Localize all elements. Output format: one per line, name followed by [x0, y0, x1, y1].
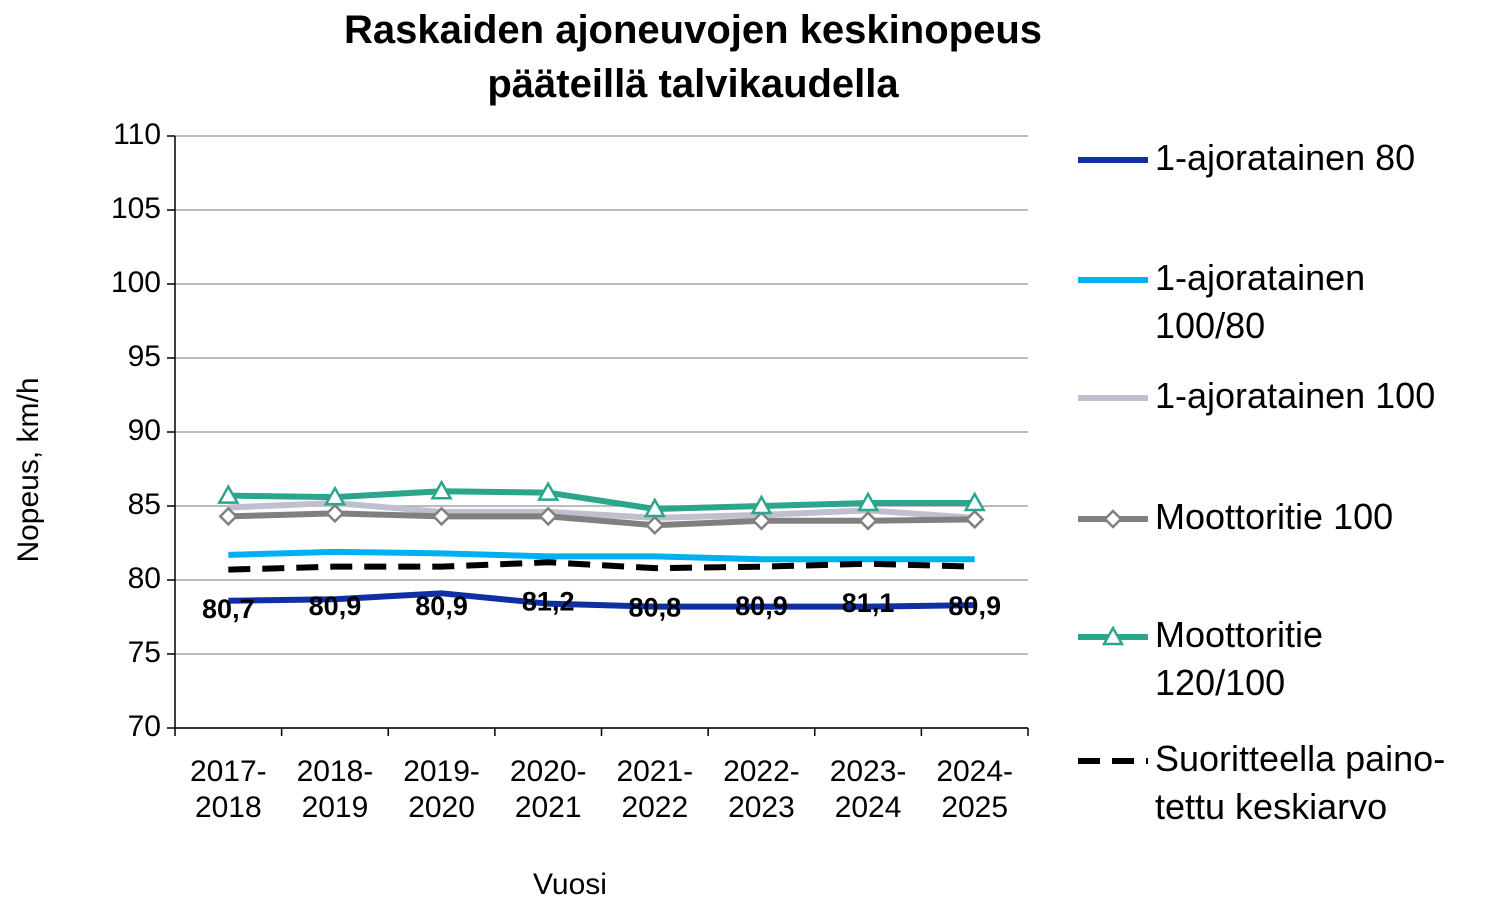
point-marker — [858, 511, 878, 531]
x-tick-label: 2022-2023 — [723, 755, 800, 824]
x-tick-label: 2017-2018 — [190, 755, 267, 824]
chart-title: Raskaiden ajoneuvojen keskinopeus pääteil… — [344, 8, 1042, 106]
y-tick-label: 90 — [128, 414, 161, 447]
legend-marker — [1101, 625, 1125, 646]
legend-label: Suoritteella paino-tettu keskiarvo — [1155, 738, 1445, 827]
x-tick-label: 2020-2021 — [510, 755, 587, 824]
point-marker — [431, 506, 452, 527]
point-marker — [325, 503, 345, 524]
point-marker — [645, 515, 665, 536]
legend-label: Moottoritie 100 — [1155, 496, 1393, 537]
y-tick-label: 95 — [128, 340, 161, 373]
legend-label: 1-ajoratainen 80 — [1155, 137, 1415, 178]
data-label: 80,9 — [948, 591, 1001, 621]
x-tick-label: 2021-2022 — [616, 755, 693, 824]
data-label: 80,9 — [309, 591, 362, 621]
data-label: 80,9 — [735, 591, 788, 621]
series-line — [228, 548, 975, 563]
data-label: 80,7 — [202, 594, 255, 624]
data-label: 81,2 — [522, 586, 575, 616]
series-line — [228, 500, 975, 521]
y-tick-label: 105 — [111, 192, 161, 225]
y-tick-label: 80 — [128, 562, 161, 595]
x-tick-label: 2023-2024 — [830, 755, 907, 824]
point-marker — [643, 497, 666, 518]
y-tick-label: 75 — [128, 636, 161, 669]
y-tick-label: 100 — [111, 266, 161, 299]
point-marker — [750, 494, 773, 515]
series-line — [228, 590, 975, 610]
legend-label: Moottoritie 120/100 — [1155, 614, 1323, 703]
x-tick-label: 2018-2019 — [297, 755, 374, 824]
point-marker — [963, 491, 986, 512]
point-marker — [538, 506, 558, 527]
legend-label: 1-ajoratainen 100/80 — [1155, 257, 1365, 346]
legend-label: 1-ajoratainen 100 — [1155, 375, 1435, 416]
series-line — [228, 559, 975, 573]
legend-marker — [1103, 509, 1123, 529]
point-marker — [856, 491, 880, 512]
point-marker — [964, 509, 985, 530]
x-tick-label: 2024-2025 — [936, 755, 1013, 824]
data-label: 81,1 — [842, 588, 895, 618]
point-marker — [751, 511, 772, 531]
point-marker — [430, 479, 453, 500]
y-tick-label: 70 — [128, 710, 161, 743]
data-label: 80,8 — [629, 592, 682, 622]
point-marker — [218, 506, 239, 527]
x-tick-label: 2019-2020 — [403, 755, 480, 824]
series-line — [228, 488, 975, 512]
y-tick-label: 110 — [113, 118, 161, 151]
point-marker — [537, 481, 560, 501]
y-axis-label: Nopeus, km/h — [12, 377, 45, 562]
x-axis-label: Vuosi — [533, 868, 607, 901]
point-marker — [323, 485, 347, 506]
point-marker — [217, 484, 240, 504]
series-line — [228, 510, 975, 529]
data-label: 80,9 — [415, 591, 468, 621]
y-tick-label: 85 — [128, 488, 161, 521]
